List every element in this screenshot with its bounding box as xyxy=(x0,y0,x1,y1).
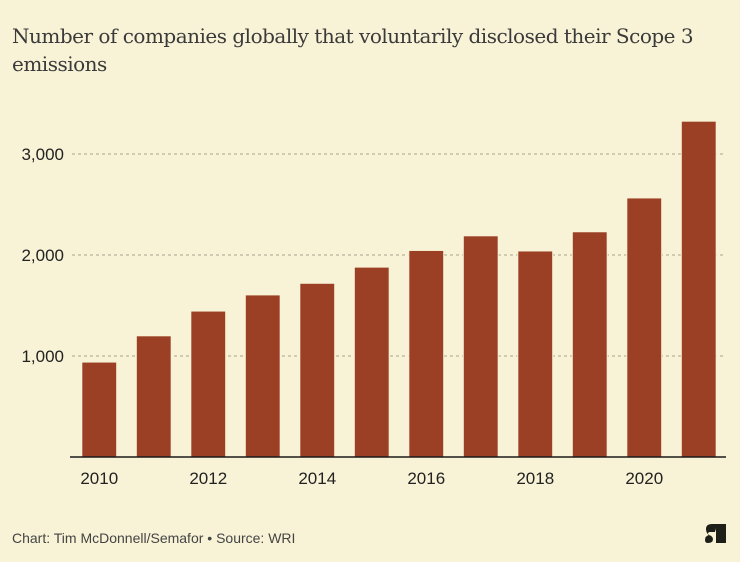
bar-2016 xyxy=(408,249,445,458)
bar-2017 xyxy=(462,235,499,458)
gridlines xyxy=(72,153,726,357)
bar-2020 xyxy=(626,197,663,458)
x-tick-label: 2016 xyxy=(407,469,445,488)
x-tick-label: 2014 xyxy=(298,469,336,488)
y-tick-label: 3,000 xyxy=(21,145,64,164)
bar-2015 xyxy=(353,266,390,458)
y-tick-label: 2,000 xyxy=(21,246,64,265)
x-tick-label: 2020 xyxy=(625,469,663,488)
bar-2014 xyxy=(299,282,336,458)
x-tick-label: 2010 xyxy=(80,469,118,488)
bar-2018 xyxy=(517,250,554,458)
x-axis: 2010 2012 2014 2016 2018 2020 xyxy=(70,456,726,488)
x-tick-label: 2012 xyxy=(189,469,227,488)
bars xyxy=(81,120,717,458)
bar-2012 xyxy=(190,310,227,458)
chart-title: Number of companies globally that volunt… xyxy=(12,24,694,76)
y-axis: 1,000 2,000 3,000 xyxy=(21,145,64,366)
y-tick-label: 1,000 xyxy=(21,347,64,366)
x-tick-label: 2018 xyxy=(516,469,554,488)
bar-2013 xyxy=(244,294,281,458)
bar-2021 xyxy=(680,120,717,458)
bar-2019 xyxy=(571,231,608,458)
semafor-logo-icon xyxy=(705,524,726,543)
bar-2010 xyxy=(81,361,118,458)
source-credit: Chart: Tim McDonnell/Semafor • Source: W… xyxy=(12,530,296,546)
bar-2011 xyxy=(135,335,172,458)
